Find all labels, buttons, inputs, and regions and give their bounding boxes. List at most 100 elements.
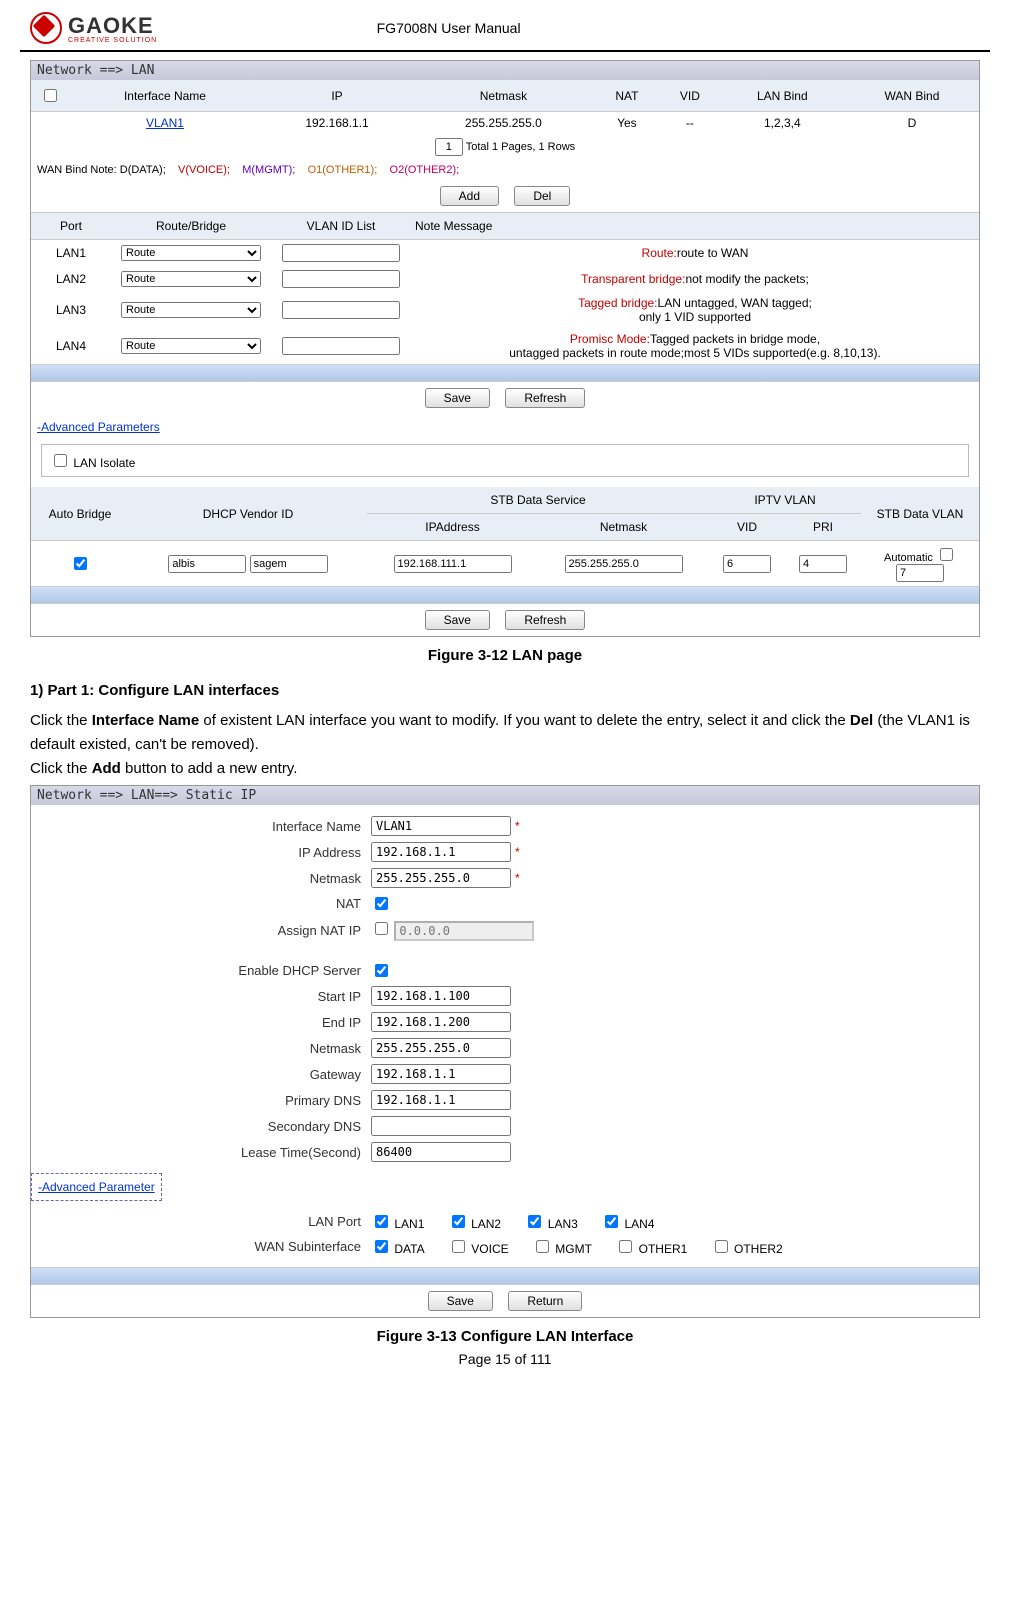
secondary-dns-input[interactable] — [371, 1116, 511, 1136]
lan1-checkbox[interactable] — [375, 1215, 388, 1228]
col-port: Port — [31, 213, 111, 240]
col-iface: Interface Name — [69, 80, 261, 112]
wan-bind-note: WAN Bind Note: D(DATA); V(VOICE); M(MGMT… — [31, 160, 979, 180]
return-button[interactable]: Return — [508, 1291, 582, 1311]
select-all-checkbox[interactable] — [44, 89, 57, 102]
refresh-button-2[interactable]: Refresh — [505, 610, 585, 630]
wan-data-checkbox[interactable] — [375, 1240, 388, 1253]
col-vlanlist: VLAN ID List — [271, 213, 411, 240]
iface-link-vlan1[interactable]: VLAN1 — [146, 116, 184, 130]
cell-ip: 192.168.1.1 — [261, 112, 413, 135]
lan2-vlan-input[interactable] — [282, 270, 400, 288]
netmask-input[interactable] — [371, 868, 511, 888]
save-button-1[interactable]: Save — [425, 388, 490, 408]
assign-nat-checkbox[interactable] — [375, 922, 388, 935]
del-button[interactable]: Del — [514, 186, 570, 206]
cell-lanbind: 1,2,3,4 — [720, 112, 845, 135]
col-lanbind: LAN Bind — [720, 80, 845, 112]
iptv-pri-input[interactable] — [799, 555, 847, 573]
doc-title: FG7008N User Manual — [37, 20, 860, 36]
lan4-mode-select[interactable]: Route — [121, 338, 261, 354]
figure-3-13-caption: Figure 3-13 Configure LAN Interface — [30, 1328, 980, 1345]
end-ip-input[interactable] — [371, 1012, 511, 1032]
hdr-iptv-pri: PRI — [785, 514, 861, 541]
col-nat: NAT — [594, 80, 660, 112]
advanced-parameter-link[interactable]: -Advanced Parameter — [31, 1173, 162, 1201]
pager-text: Total 1 Pages, 1 Rows — [466, 141, 575, 153]
start-ip-input[interactable] — [371, 986, 511, 1006]
section-heading: 1) Part 1: Configure LAN interfaces — [30, 682, 980, 699]
lan3-vlan-input[interactable] — [282, 301, 400, 319]
hdr-auto-bridge: Auto Bridge — [31, 487, 129, 541]
col-wanbind: WAN Bind — [845, 80, 979, 112]
lan4-vlan-input[interactable] — [282, 337, 400, 355]
lan1-vlan-input[interactable] — [282, 244, 400, 262]
auto-bridge-checkbox[interactable] — [74, 557, 87, 570]
stb-ip-input[interactable] — [394, 555, 512, 573]
lan3-mode-select[interactable]: Route — [121, 302, 261, 318]
port-lan4: LAN4 — [31, 328, 111, 364]
wan-other2-checkbox[interactable] — [715, 1240, 728, 1253]
iptv-vid-input[interactable] — [723, 555, 771, 573]
assign-nat-ip-input — [394, 921, 534, 941]
breadcrumb-static-ip: Network ==> LAN==> Static IP — [31, 786, 979, 805]
hdr-stb-vlan: STB Data VLAN — [861, 487, 979, 541]
logo-icon — [30, 12, 62, 44]
hdr-stb-mask: Netmask — [538, 514, 709, 541]
lease-time-input[interactable] — [371, 1142, 511, 1162]
lan3-checkbox[interactable] — [528, 1215, 541, 1228]
figure-3-12-caption: Figure 3-12 LAN page — [30, 647, 980, 664]
logo-subtitle: CREATIVE SOLUTION — [68, 37, 157, 44]
vendor2-input[interactable] — [250, 555, 328, 573]
lan-isolate-checkbox[interactable] — [54, 454, 67, 467]
wan-mgmt-checkbox[interactable] — [536, 1240, 549, 1253]
breadcrumb-lan: Network ==> LAN — [31, 61, 979, 80]
cell-vid: -- — [660, 112, 720, 135]
add-button[interactable]: Add — [440, 186, 499, 206]
lan1-mode-select[interactable]: Route — [121, 245, 261, 261]
wan-voice-checkbox[interactable] — [452, 1240, 465, 1253]
col-ip: IP — [261, 80, 413, 112]
body-paragraph: Click the Interface Name of existent LAN… — [30, 709, 980, 781]
col-netmask: Netmask — [413, 80, 594, 112]
col-route: Route/Bridge — [111, 213, 271, 240]
lan2-mode-select[interactable]: Route — [121, 271, 261, 287]
hdr-stb-ip: IPAddress — [367, 514, 538, 541]
primary-dns-input[interactable] — [371, 1090, 511, 1110]
table-row: Automatic — [31, 541, 979, 587]
stb-vlan-auto-checkbox[interactable] — [940, 548, 953, 561]
page-input[interactable] — [435, 138, 463, 156]
lan2-checkbox[interactable] — [452, 1215, 465, 1228]
save-button-2[interactable]: Save — [425, 610, 490, 630]
wan-other1-checkbox[interactable] — [619, 1240, 632, 1253]
dhcp-enable-checkbox[interactable] — [375, 964, 388, 977]
lan4-checkbox[interactable] — [605, 1215, 618, 1228]
iface-name-input[interactable] — [371, 816, 511, 836]
nat-checkbox[interactable] — [375, 897, 388, 910]
port-lan1: LAN1 — [31, 240, 111, 267]
col-note: Note Message — [411, 213, 979, 240]
lan-interface-table: Interface Name IP Netmask NAT VID LAN Bi… — [31, 80, 979, 134]
port-lan3: LAN3 — [31, 292, 111, 328]
refresh-button-1[interactable]: Refresh — [505, 388, 585, 408]
cell-nat: Yes — [594, 112, 660, 135]
hdr-iptv: IPTV VLAN — [709, 487, 861, 514]
port-lan2: LAN2 — [31, 266, 111, 292]
hdr-iptv-vid: VID — [709, 514, 785, 541]
stb-mask-input[interactable] — [565, 555, 683, 573]
cell-mask: 255.255.255.0 — [413, 112, 594, 135]
advanced-params-link[interactable]: -Advanced Parameters — [31, 414, 166, 440]
cell-wanbind: D — [845, 112, 979, 135]
save-button-3[interactable]: Save — [428, 1291, 493, 1311]
static-ip-panel: Network ==> LAN==> Static IP Interface N… — [30, 785, 980, 1318]
hdr-dhcp-vendor: DHCP Vendor ID — [129, 487, 367, 541]
lan-isolate-box: LAN Isolate — [41, 444, 969, 477]
stb-vlan-num-input[interactable] — [896, 564, 944, 582]
lan-page-panel: Network ==> LAN Interface Name IP Netmas… — [30, 60, 980, 637]
table-row: VLAN1 192.168.1.1 255.255.255.0 Yes -- 1… — [31, 112, 979, 135]
ip-input[interactable] — [371, 842, 511, 862]
page-footer: Page 15 of 111 — [30, 1351, 980, 1367]
gateway-input[interactable] — [371, 1064, 511, 1084]
vendor1-input[interactable] — [168, 555, 246, 573]
dhcp-netmask-input[interactable] — [371, 1038, 511, 1058]
